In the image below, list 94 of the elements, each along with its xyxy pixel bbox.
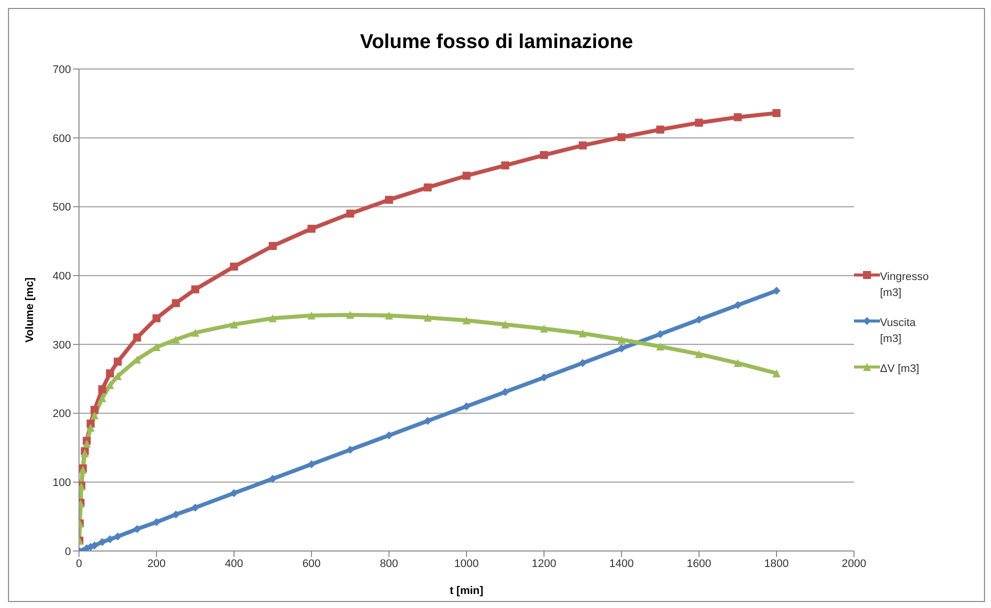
x-tick-label: 1800	[764, 558, 789, 570]
point	[191, 504, 200, 512]
x-tick-label: 2000	[842, 558, 866, 570]
point	[501, 320, 510, 328]
point	[656, 330, 664, 338]
point	[656, 342, 664, 350]
point	[346, 310, 354, 319]
point	[114, 532, 122, 541]
legend-label: Vingresso [m3]	[880, 270, 930, 301]
x-axis-title: t [min]	[450, 585, 484, 597]
y-axis-title: Volume [mc]	[24, 277, 36, 343]
legend-label: ΔV [m3]	[880, 362, 920, 377]
y-tick-label: 100	[52, 477, 71, 490]
point	[462, 316, 470, 324]
point	[734, 113, 742, 122]
x-tick-label: 1400	[609, 558, 634, 570]
point	[501, 388, 510, 396]
point	[540, 324, 548, 333]
point	[90, 411, 98, 420]
point	[152, 343, 160, 352]
point	[695, 118, 703, 127]
point	[106, 369, 114, 378]
point	[772, 369, 780, 378]
point	[308, 460, 316, 468]
y-tick-label: 200	[52, 408, 71, 420]
y-tick-label: 600	[52, 132, 71, 145]
point	[152, 518, 160, 526]
point	[230, 320, 238, 328]
point	[90, 406, 98, 414]
point	[133, 334, 142, 342]
point	[98, 538, 106, 546]
point	[618, 344, 626, 353]
x-tick-label: 1000	[454, 558, 479, 570]
x-tick-label: 800	[380, 558, 398, 570]
point	[385, 312, 393, 320]
point	[346, 446, 354, 454]
point	[90, 541, 98, 550]
point	[618, 133, 626, 142]
legend-label: Vuscita [m3]	[880, 316, 917, 347]
point	[230, 489, 238, 498]
point	[462, 402, 470, 410]
point	[106, 381, 114, 390]
point	[98, 385, 106, 394]
point	[268, 314, 277, 322]
point	[734, 301, 742, 310]
point	[578, 359, 587, 368]
x-tick-label: 400	[224, 558, 244, 570]
x-tick-label: 1600	[686, 558, 712, 570]
point	[346, 210, 354, 218]
point	[540, 373, 548, 382]
point	[424, 416, 432, 425]
y-tick-label: 700	[52, 64, 71, 76]
point	[734, 359, 742, 368]
point	[462, 172, 470, 180]
point	[114, 358, 122, 366]
point	[772, 286, 780, 295]
point	[172, 336, 180, 344]
point	[82, 440, 91, 448]
point	[578, 141, 587, 150]
point	[540, 151, 548, 160]
point	[656, 126, 664, 134]
point	[308, 312, 316, 320]
point	[578, 329, 587, 338]
point	[424, 314, 432, 322]
chart-title: Volume fosso di laminazione	[358, 31, 634, 54]
y-tick-label: 300	[52, 339, 71, 352]
point	[424, 183, 432, 192]
y-tick-label: 0	[64, 546, 71, 558]
point	[191, 285, 200, 294]
point	[308, 224, 316, 233]
point	[618, 336, 626, 344]
point	[501, 161, 510, 170]
point	[230, 262, 238, 271]
point	[772, 109, 780, 118]
point	[268, 242, 277, 250]
y-tick-label: 400	[52, 270, 71, 282]
point	[191, 328, 200, 337]
point	[106, 535, 114, 544]
point	[385, 431, 393, 440]
point	[385, 196, 393, 204]
x-tick-label: 600	[302, 558, 321, 570]
point	[695, 316, 703, 324]
x-tick-label: 0	[76, 558, 82, 570]
point	[152, 314, 160, 322]
point	[86, 424, 95, 432]
x-tick-label: 200	[147, 558, 166, 570]
point	[98, 394, 106, 402]
y-tick-label: 500	[52, 202, 71, 214]
point	[133, 524, 142, 533]
x-tick-label: 1200	[532, 558, 556, 570]
point	[172, 299, 180, 308]
point	[695, 350, 703, 358]
point	[172, 510, 180, 519]
point	[268, 474, 277, 483]
